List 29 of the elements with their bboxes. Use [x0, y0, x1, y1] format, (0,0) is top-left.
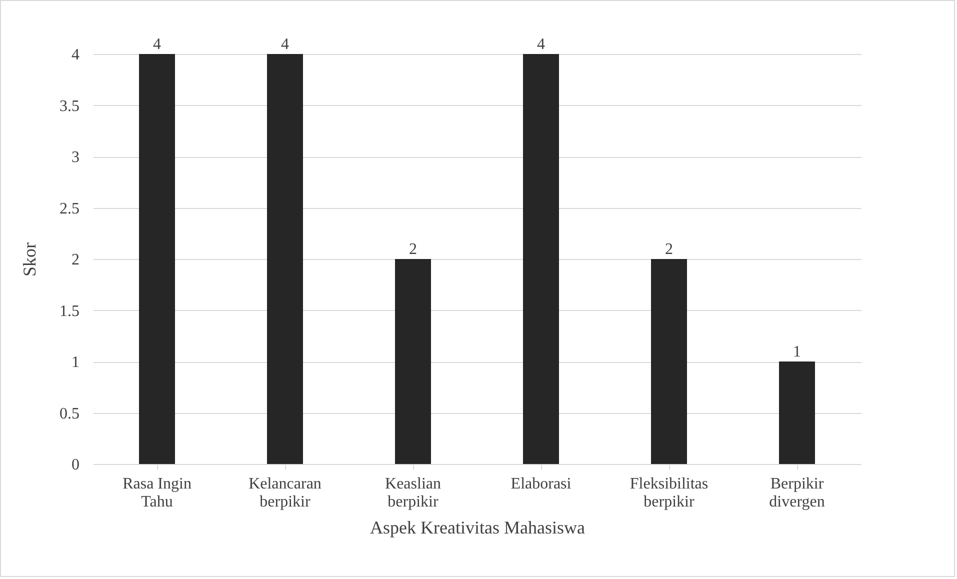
data-label: 4 — [153, 36, 161, 53]
x-tick-label: Kelancaran berpikir — [248, 476, 322, 510]
data-label: 1 — [793, 344, 801, 360]
x-tick-label: Rasa Ingin Tahu — [122, 476, 192, 510]
x-tick-label: Elaborasi — [510, 476, 572, 492]
y-tick-label: 2.5 — [60, 200, 80, 218]
bar — [139, 54, 175, 464]
data-label: 4 — [537, 36, 545, 53]
x-tick-label: Fleksibilitas berpikir — [630, 476, 708, 510]
y-tick-label: 3 — [72, 149, 80, 166]
bar — [395, 259, 431, 464]
x-axis-title: Aspek Kreativitas Mahasiswa — [370, 518, 585, 538]
y-tick-label: 2 — [72, 252, 80, 268]
y-tick-label: 1 — [72, 354, 80, 371]
y-tick-label: 0.5 — [60, 405, 80, 422]
bar — [267, 54, 303, 464]
bar — [651, 259, 687, 464]
data-label: 4 — [281, 36, 289, 53]
y-tick-label: 1.5 — [60, 302, 80, 320]
y-tick-label: 4 — [72, 46, 80, 64]
y-tick-label: 0 — [72, 456, 80, 474]
bar — [523, 54, 559, 464]
x-tick-label: Berpikir divergen — [769, 476, 825, 510]
data-label: 2 — [409, 241, 417, 258]
bar — [779, 362, 815, 464]
x-tick-label: Keaslian berpikir — [385, 476, 441, 510]
y-tick-label: 3.5 — [60, 98, 80, 115]
y-axis-title: Skor — [20, 242, 40, 277]
data-label: 2 — [665, 241, 673, 258]
